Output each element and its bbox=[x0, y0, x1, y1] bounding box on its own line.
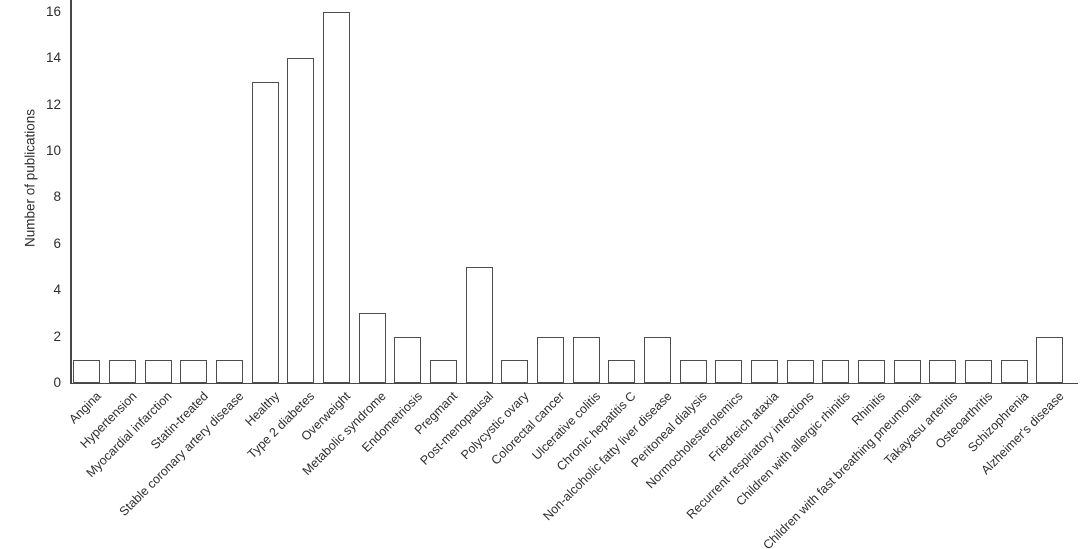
bar-25 bbox=[964, 359, 992, 383]
y-tick-label: 4 bbox=[53, 282, 61, 298]
bar-2 bbox=[144, 359, 172, 383]
bar-27 bbox=[1036, 336, 1064, 383]
bar-9 bbox=[394, 336, 422, 383]
y-axis-line bbox=[70, 0, 72, 384]
bar-26 bbox=[1000, 359, 1028, 383]
y-tick-label: 14 bbox=[45, 50, 61, 66]
bar-19 bbox=[750, 359, 778, 383]
bar-0 bbox=[73, 359, 101, 383]
y-tick-label: 10 bbox=[45, 143, 61, 159]
bar-15 bbox=[608, 359, 636, 383]
bar-5 bbox=[251, 81, 279, 383]
bar-11 bbox=[465, 267, 493, 383]
bar-17 bbox=[679, 359, 707, 383]
y-tick-label: 2 bbox=[53, 328, 61, 344]
x-axis-line bbox=[70, 382, 1078, 384]
y-tick-label: 0 bbox=[53, 375, 61, 390]
bar-13 bbox=[536, 336, 564, 383]
bar-7 bbox=[322, 11, 350, 383]
y-tick-label: 8 bbox=[53, 189, 61, 205]
bar-6 bbox=[287, 58, 315, 383]
bar-18 bbox=[715, 359, 743, 383]
y-tick-label: 6 bbox=[53, 235, 61, 251]
bar-4 bbox=[215, 359, 243, 383]
bar-24 bbox=[929, 359, 957, 383]
bar-20 bbox=[786, 359, 814, 383]
bar-23 bbox=[893, 359, 921, 383]
y-tick-label: 16 bbox=[45, 3, 61, 19]
bar-8 bbox=[358, 313, 386, 383]
bar-12 bbox=[501, 359, 529, 383]
bar-14 bbox=[572, 336, 600, 383]
y-tick-label: 12 bbox=[45, 96, 61, 112]
bar-10 bbox=[429, 359, 457, 383]
bar-21 bbox=[822, 359, 850, 383]
bar-3 bbox=[180, 359, 208, 383]
bar-16 bbox=[643, 336, 671, 383]
bar-22 bbox=[857, 359, 885, 383]
bar-1 bbox=[108, 359, 136, 383]
